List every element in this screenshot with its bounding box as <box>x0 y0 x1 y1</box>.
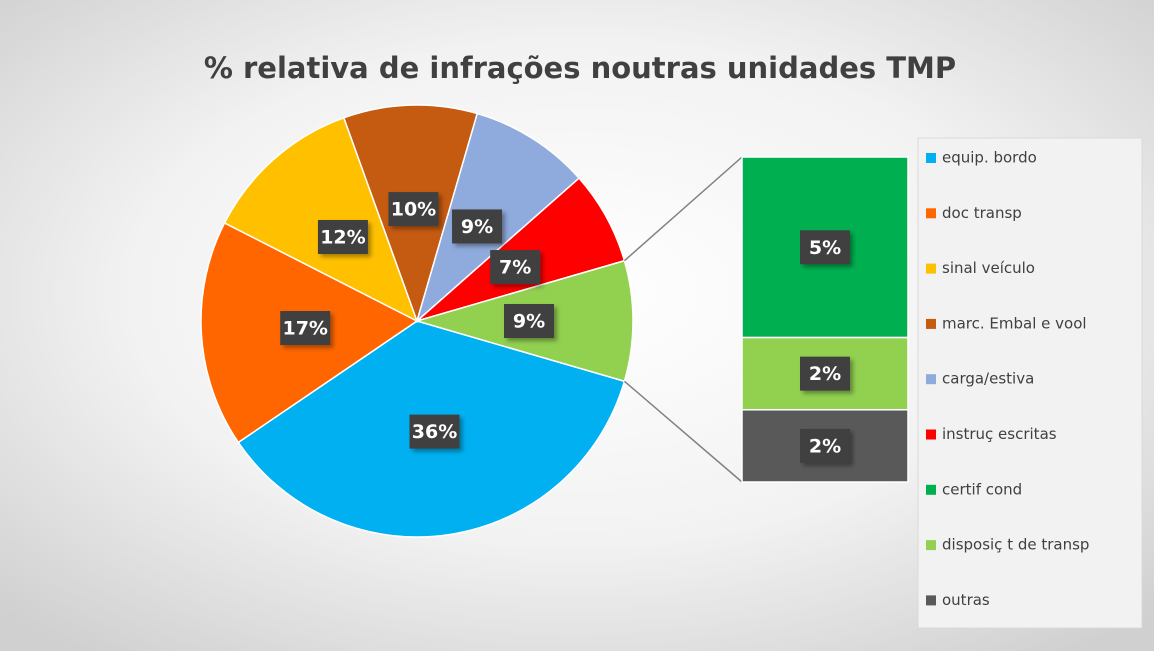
data-label: 7% <box>499 257 531 279</box>
legend-swatch <box>926 208 936 219</box>
label-box <box>800 428 850 463</box>
label-box <box>800 356 850 391</box>
legend-label: doc transp <box>942 204 1022 222</box>
legend-label: certif cond <box>942 480 1022 498</box>
legend-swatch <box>926 484 936 495</box>
label-box <box>317 219 368 254</box>
legend-label: disposiç t de transp <box>942 536 1089 554</box>
data-label: 12% <box>320 226 365 248</box>
data-label: 9% <box>461 216 493 238</box>
label-box <box>504 304 554 338</box>
legend-label: outras <box>942 591 990 609</box>
label-box <box>409 414 460 449</box>
data-label: 10% <box>391 199 436 221</box>
label-box <box>388 192 439 227</box>
legend-label: instruç escritas <box>942 425 1057 443</box>
legend-swatch <box>926 318 936 329</box>
label-box <box>280 311 331 346</box>
legend-swatch <box>926 374 936 385</box>
data-label: 17% <box>282 318 327 340</box>
data-label: 2% <box>809 363 841 385</box>
legend-swatch <box>926 429 936 440</box>
connector <box>623 156 743 262</box>
legend-swatch <box>926 153 936 163</box>
data-label: 5% <box>809 237 841 259</box>
chart-title: % relativa de infrações noutras unidades… <box>204 51 956 85</box>
data-label: 2% <box>809 435 841 457</box>
data-label: 36% <box>412 421 457 443</box>
label-box <box>800 230 850 265</box>
pie-slice <box>223 116 419 323</box>
legend-label: sinal veículo <box>942 259 1035 277</box>
legend-swatch <box>926 595 936 606</box>
legend-label: equip. bordo <box>942 149 1037 167</box>
legend-label: carga/estiva <box>942 370 1034 388</box>
legend-swatch <box>926 540 936 551</box>
data-label: 9% <box>513 311 545 333</box>
connector <box>623 380 743 483</box>
legend-swatch <box>926 263 936 274</box>
label-box <box>490 250 541 285</box>
legend <box>917 137 1143 629</box>
label-box <box>452 209 503 244</box>
legend-label: marc. Embal e vool <box>942 314 1087 332</box>
